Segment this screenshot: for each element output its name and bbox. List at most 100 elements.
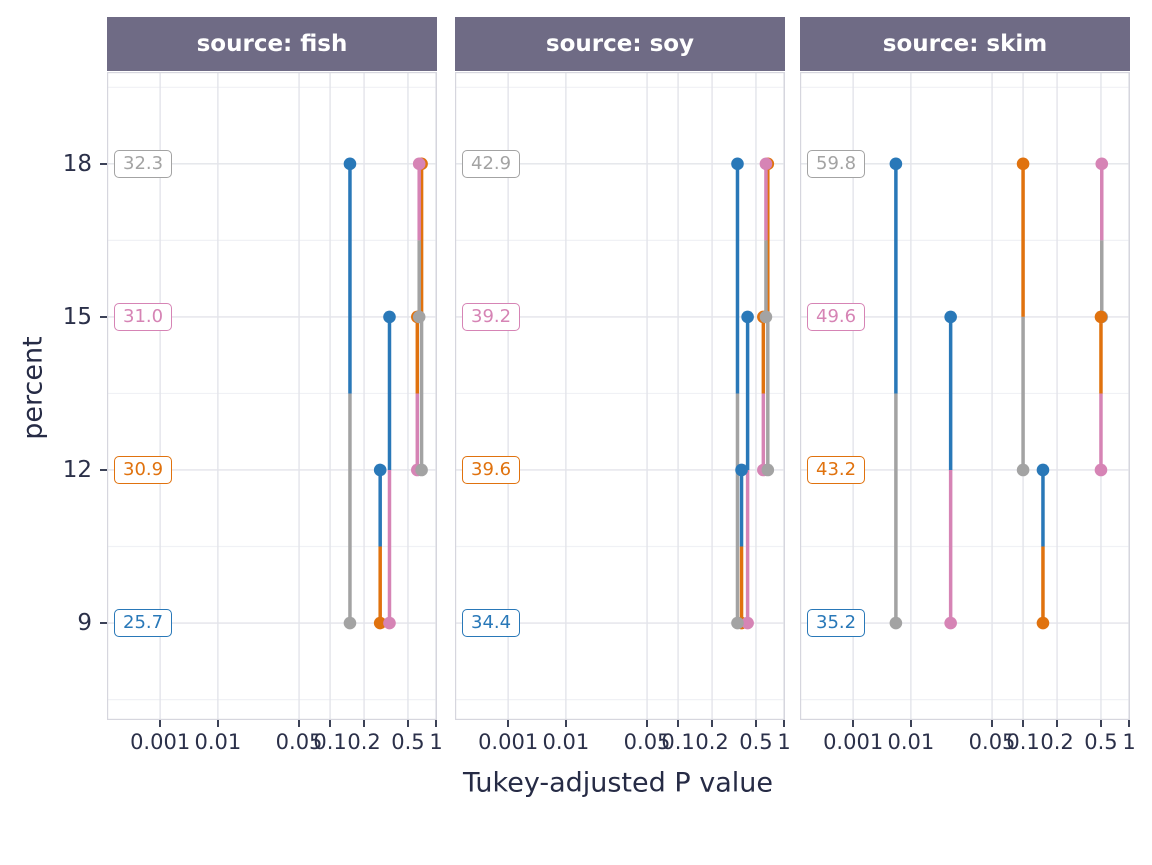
x-tick-label: 1 — [1122, 730, 1136, 754]
y-tick-label: 12 — [62, 456, 92, 483]
x-axis-tick — [783, 720, 785, 727]
x-axis-tick — [507, 720, 509, 727]
x-axis-tick — [298, 720, 300, 727]
comparison-point — [1094, 310, 1108, 324]
x-axis-tick — [1100, 720, 1102, 727]
comparison-point — [944, 616, 957, 630]
x-axis-tick — [852, 720, 854, 727]
comparison-point — [1094, 463, 1108, 477]
panel-border — [107, 72, 437, 720]
x-tick-label: 0.1 — [313, 730, 347, 754]
x-tick-label: 0.2 — [1040, 730, 1074, 754]
emmean-label: 35.2 — [807, 609, 866, 638]
y-axis-tick — [100, 622, 107, 624]
emmean-label: 32.3 — [114, 149, 173, 178]
x-axis-tick — [407, 720, 409, 727]
comparison-point — [373, 616, 387, 630]
x-tick-label: 0.001 — [823, 730, 884, 754]
x-axis-tick — [217, 720, 219, 727]
comparison-point — [383, 616, 396, 630]
emmean-label: 39.6 — [462, 455, 521, 484]
x-tick-label: 0.01 — [542, 730, 590, 754]
x-axis-tick — [435, 720, 437, 727]
emmean-label: 34.4 — [462, 609, 521, 638]
comparison-point — [731, 616, 744, 630]
x-tick-label: 0.01 — [194, 730, 242, 754]
comparison-point — [343, 616, 357, 630]
x-axis-tick — [1128, 720, 1130, 727]
facet-strip: source: skim — [800, 17, 1130, 71]
x-tick-label: 0.2 — [695, 730, 729, 754]
x-tick-label: 0.05 — [623, 730, 671, 754]
comparison-point — [889, 616, 903, 630]
facet-strip-label: source: skim — [882, 31, 1048, 57]
x-axis-tick — [646, 720, 648, 727]
x-axis-tick — [711, 720, 713, 727]
y-axis-tick — [100, 163, 107, 165]
emmean-label: 25.7 — [114, 609, 173, 638]
comparison-point — [889, 157, 903, 171]
facet-strip-label: source: soy — [545, 31, 695, 57]
comparison-point — [759, 310, 773, 324]
emmean-label: 39.2 — [462, 302, 521, 331]
y-tick-label: 9 — [77, 610, 92, 637]
x-tick-label: 0.05 — [275, 730, 323, 754]
x-axis-tick — [565, 720, 567, 727]
comparison-point — [1036, 616, 1050, 630]
x-tick-label: 1 — [429, 730, 443, 754]
comparison-point — [761, 463, 775, 477]
x-axis-tick — [1022, 720, 1024, 727]
x-axis-title: Tukey-adjusted P value — [463, 767, 773, 799]
x-tick-label: 0.5 — [1084, 730, 1118, 754]
comparison-point — [944, 310, 957, 324]
panel-border — [800, 72, 1130, 720]
facet-strip: source: fish — [107, 17, 437, 71]
comparison-point — [741, 616, 754, 630]
x-axis-tick — [755, 720, 757, 727]
comparison-point — [1016, 463, 1030, 477]
comparison-point — [731, 157, 744, 171]
x-tick-label: 0.2 — [347, 730, 381, 754]
x-tick-label: 0.05 — [968, 730, 1016, 754]
x-tick-label: 0.001 — [478, 730, 539, 754]
x-axis-tick — [991, 720, 993, 727]
y-axis-tick — [100, 316, 107, 318]
comparison-point — [412, 310, 426, 324]
comparison-point — [1016, 157, 1030, 171]
comparison-point — [1036, 463, 1050, 477]
y-axis-tick — [100, 469, 107, 471]
emmean-label: 49.6 — [807, 302, 866, 331]
facet-strip-label: source: fish — [196, 31, 348, 57]
comparison-point — [735, 463, 748, 477]
panel-border — [455, 72, 785, 720]
x-axis-tick — [910, 720, 912, 727]
x-tick-label: 0.001 — [130, 730, 191, 754]
x-axis-tick — [677, 720, 679, 727]
y-tick-label: 15 — [62, 303, 92, 330]
emmean-label: 31.0 — [114, 302, 173, 331]
x-axis-tick — [1056, 720, 1058, 727]
comparison-point — [373, 463, 387, 477]
comparison-point — [741, 310, 754, 324]
x-tick-label: 0.1 — [1006, 730, 1040, 754]
x-axis-tick — [329, 720, 331, 727]
comparison-point — [383, 310, 396, 324]
y-tick-label: 18 — [62, 150, 92, 177]
x-tick-label: 0.5 — [739, 730, 773, 754]
emmean-label: 30.9 — [114, 455, 173, 484]
x-axis-tick — [159, 720, 161, 727]
emmean-label: 43.2 — [807, 455, 866, 484]
facet-strip: source: soy — [455, 17, 785, 71]
emmean-label: 59.8 — [807, 149, 866, 178]
comparison-point — [1095, 157, 1109, 171]
x-tick-label: 1 — [777, 730, 791, 754]
comparison-point — [343, 157, 357, 171]
emmean-label: 42.9 — [462, 149, 521, 178]
comparison-point — [759, 157, 773, 171]
x-axis-tick — [363, 720, 365, 727]
x-tick-label: 0.01 — [887, 730, 935, 754]
comparison-point — [412, 157, 426, 171]
x-tick-label: 0.5 — [391, 730, 425, 754]
